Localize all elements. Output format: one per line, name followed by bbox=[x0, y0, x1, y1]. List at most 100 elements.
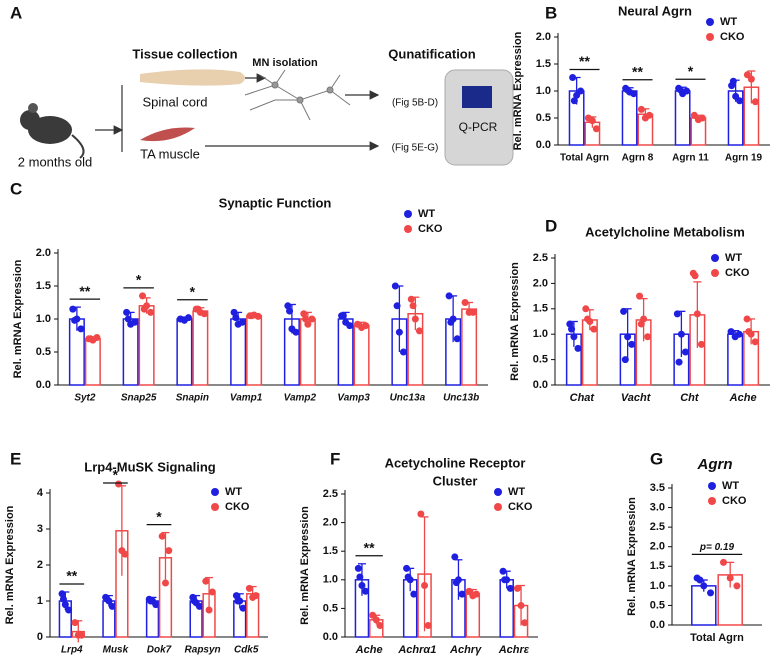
y-tick-label: 3.5 bbox=[650, 482, 665, 494]
panel-letter: E bbox=[10, 449, 21, 468]
data-point bbox=[239, 604, 247, 612]
data-point bbox=[693, 310, 701, 318]
data-point bbox=[339, 312, 347, 320]
data-point bbox=[424, 622, 432, 630]
data-point bbox=[71, 316, 79, 324]
data-point bbox=[302, 315, 310, 323]
spinal-cord bbox=[140, 69, 245, 86]
data-point bbox=[304, 320, 312, 328]
significance-label: ** bbox=[579, 53, 590, 69]
mouse-head bbox=[20, 110, 40, 130]
chart-title: Cluster bbox=[433, 473, 478, 488]
data-point bbox=[644, 333, 652, 341]
data-point bbox=[568, 325, 576, 333]
data-point bbox=[417, 510, 425, 518]
y-tick-label: 1.5 bbox=[536, 58, 551, 70]
data-point bbox=[445, 292, 453, 300]
data-point bbox=[751, 98, 759, 106]
data-point bbox=[499, 567, 507, 575]
figure-ref: (Fig 5B-D) bbox=[392, 98, 438, 109]
x-tick-label: Lrp4 bbox=[61, 645, 83, 656]
data-point bbox=[592, 125, 600, 133]
bar bbox=[84, 338, 101, 386]
chart-title: Neural Agrn bbox=[618, 3, 692, 18]
figure-ref: (Fig 5E-G) bbox=[392, 143, 439, 154]
data-point bbox=[286, 307, 294, 315]
x-tick-label: Dok7 bbox=[147, 645, 172, 656]
data-point bbox=[200, 310, 208, 318]
panel-letter: A bbox=[10, 3, 22, 22]
data-point bbox=[284, 302, 292, 310]
y-tick-label: 0.5 bbox=[36, 346, 51, 358]
significance-label: * bbox=[156, 508, 162, 524]
significance-label: ** bbox=[632, 63, 643, 79]
data-point bbox=[729, 77, 737, 85]
data-point bbox=[300, 310, 308, 318]
significance-label: * bbox=[688, 63, 694, 79]
significance-label: ** bbox=[364, 539, 375, 555]
y-tick-label: 1.5 bbox=[36, 280, 51, 292]
data-point bbox=[395, 328, 403, 336]
data-point bbox=[727, 328, 735, 336]
x-tick-label: Achrγ bbox=[449, 644, 482, 656]
data-point bbox=[254, 312, 262, 320]
data-point bbox=[636, 292, 644, 300]
legend-marker bbox=[706, 33, 714, 41]
data-point bbox=[292, 328, 300, 336]
y-tick-label: 0.5 bbox=[533, 354, 548, 366]
chart-title: Synaptic Function bbox=[219, 195, 332, 210]
data-point bbox=[676, 86, 684, 94]
x-tick-label: Agrn 19 bbox=[725, 153, 763, 164]
data-point bbox=[513, 584, 521, 592]
bar bbox=[176, 318, 193, 386]
x-tick-label: Vacht bbox=[621, 392, 652, 404]
mouse-tail bbox=[71, 134, 85, 159]
y-axis-label: Rel. mRNA Expression bbox=[512, 31, 524, 150]
x-tick-label: Total Agrn bbox=[560, 153, 609, 164]
data-point bbox=[147, 308, 155, 316]
data-point bbox=[140, 305, 148, 313]
data-point bbox=[184, 314, 192, 322]
data-point bbox=[574, 344, 582, 352]
legend-marker bbox=[494, 488, 502, 496]
data-point bbox=[346, 322, 354, 330]
y-tick-label: 1.0 bbox=[323, 574, 338, 586]
data-point bbox=[726, 574, 734, 582]
data-point bbox=[131, 318, 139, 326]
data-point bbox=[501, 576, 509, 584]
y-tick-label: 3.0 bbox=[650, 501, 665, 513]
y-tick-label: 0.5 bbox=[536, 112, 551, 124]
data-point bbox=[372, 616, 380, 624]
data-point bbox=[393, 302, 401, 310]
bar bbox=[353, 324, 370, 386]
panel-letter: C bbox=[10, 179, 22, 198]
legend-marker bbox=[404, 225, 412, 233]
bar bbox=[299, 318, 316, 386]
data-point bbox=[362, 322, 370, 330]
y-tick-label: 3 bbox=[37, 523, 43, 535]
significance-label: * bbox=[190, 283, 196, 299]
bar bbox=[192, 310, 209, 386]
data-point bbox=[570, 97, 578, 105]
x-tick-label: Achrε bbox=[498, 644, 530, 656]
data-point bbox=[376, 622, 384, 630]
legend-marker bbox=[706, 18, 714, 26]
muscle bbox=[140, 127, 195, 142]
x-tick-label: Agrn 11 bbox=[672, 153, 709, 164]
data-point bbox=[147, 597, 155, 605]
y-tick-label: 2.0 bbox=[323, 517, 338, 529]
data-point bbox=[588, 117, 596, 125]
data-point bbox=[190, 597, 198, 605]
legend-marker bbox=[404, 210, 412, 218]
x-tick-label: Total Agrn bbox=[690, 632, 744, 644]
data-point bbox=[409, 302, 417, 310]
data-point bbox=[407, 295, 415, 303]
x-tick-label: Cht bbox=[680, 392, 700, 404]
x-tick-label: Syt2 bbox=[74, 393, 96, 404]
bar bbox=[138, 305, 155, 386]
data-point bbox=[69, 305, 77, 313]
step-label: MN isolation bbox=[252, 57, 318, 69]
data-point bbox=[735, 330, 743, 338]
data-point bbox=[461, 299, 469, 306]
data-point bbox=[697, 340, 705, 348]
